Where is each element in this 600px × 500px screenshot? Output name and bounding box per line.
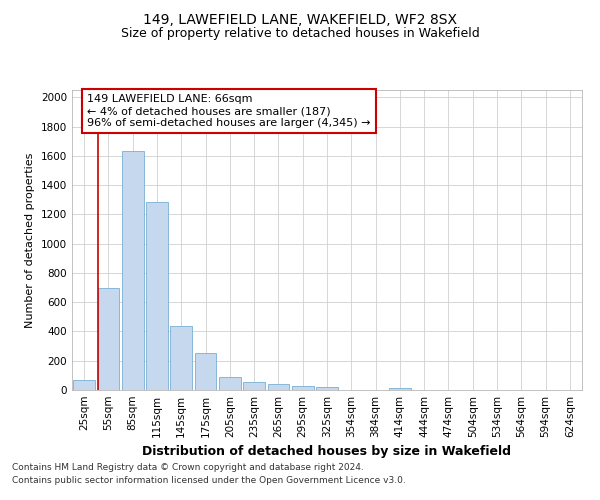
Text: Contains HM Land Registry data © Crown copyright and database right 2024.: Contains HM Land Registry data © Crown c…	[12, 464, 364, 472]
Text: Contains public sector information licensed under the Open Government Licence v3: Contains public sector information licen…	[12, 476, 406, 485]
Text: 149, LAWEFIELD LANE, WAKEFIELD, WF2 8SX: 149, LAWEFIELD LANE, WAKEFIELD, WF2 8SX	[143, 12, 457, 26]
Bar	[316, 388, 338, 390]
Bar	[243, 382, 265, 390]
Text: Size of property relative to detached houses in Wakefield: Size of property relative to detached ho…	[121, 28, 479, 40]
Bar	[146, 202, 168, 390]
Bar	[73, 380, 95, 390]
Text: 149 LAWEFIELD LANE: 66sqm
← 4% of detached houses are smaller (187)
96% of semi-: 149 LAWEFIELD LANE: 66sqm ← 4% of detach…	[88, 94, 371, 128]
Bar	[219, 377, 241, 390]
Y-axis label: Number of detached properties: Number of detached properties	[25, 152, 35, 328]
Bar	[122, 150, 143, 390]
Bar	[389, 388, 411, 390]
X-axis label: Distribution of detached houses by size in Wakefield: Distribution of detached houses by size …	[143, 446, 511, 458]
Bar	[194, 352, 217, 390]
Bar	[268, 384, 289, 390]
Bar	[170, 326, 192, 390]
Bar	[97, 288, 119, 390]
Bar	[292, 386, 314, 390]
